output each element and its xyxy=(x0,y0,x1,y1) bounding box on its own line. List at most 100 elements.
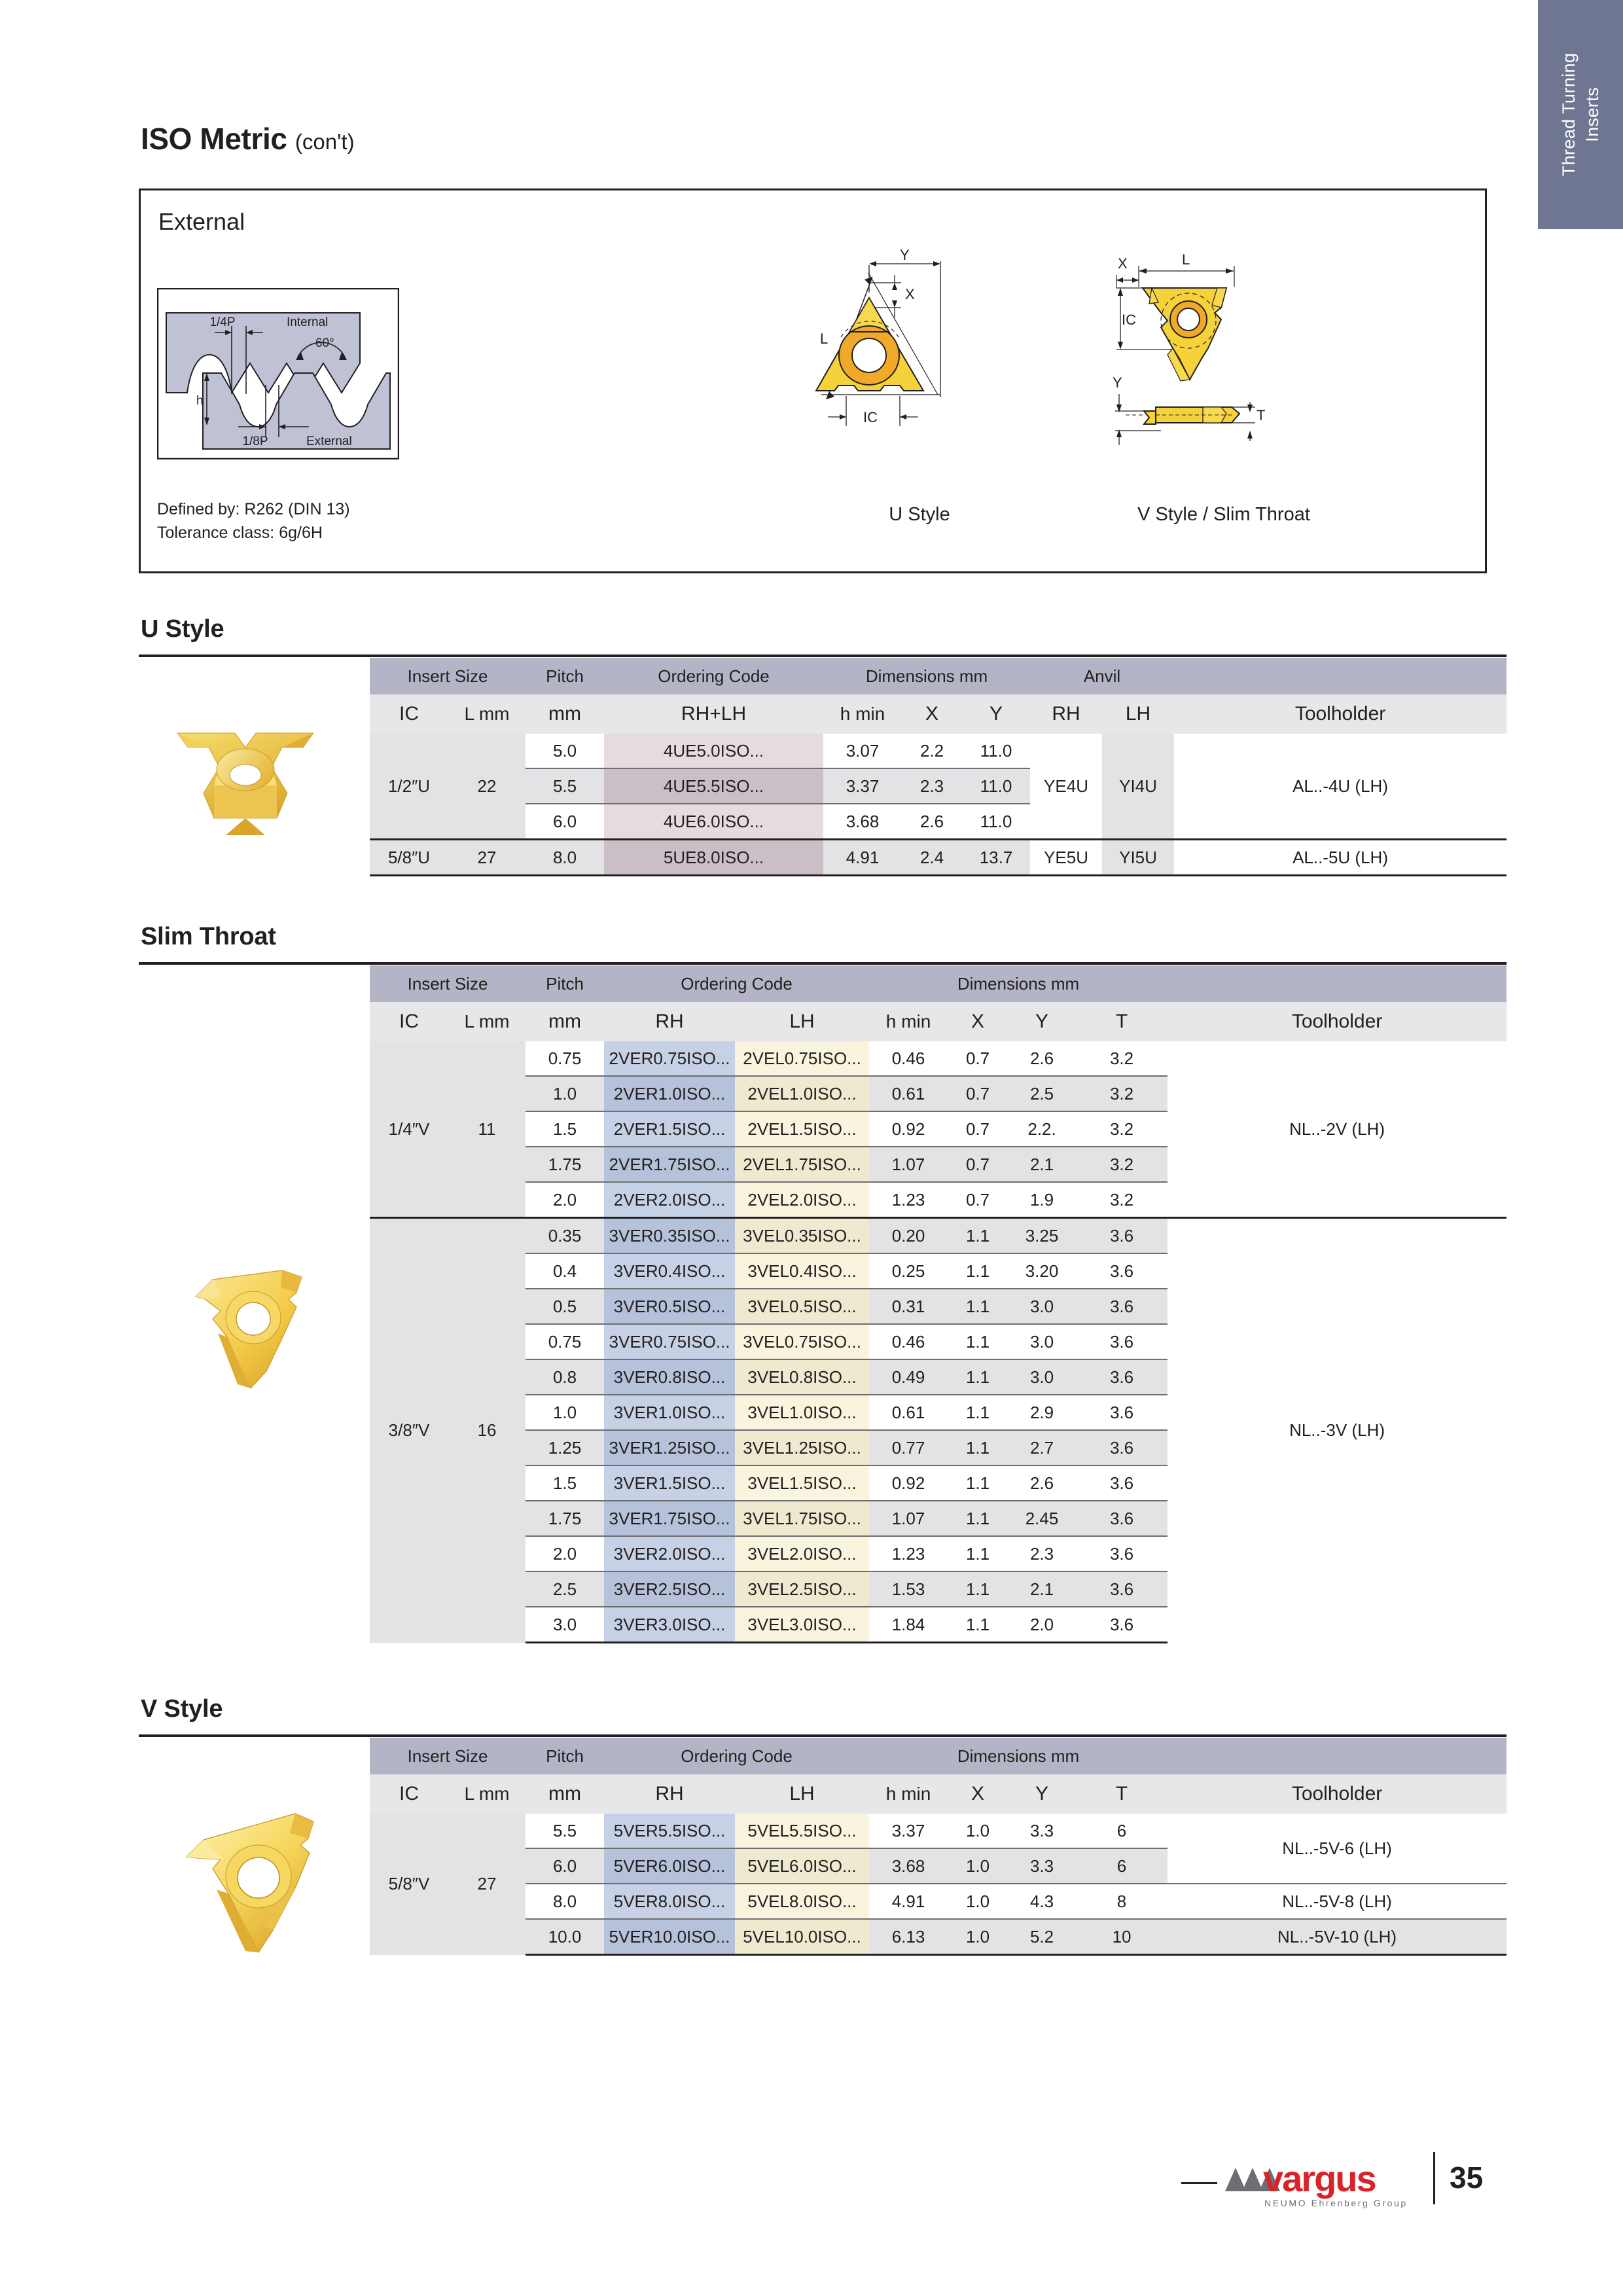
slim-col-mm: mm xyxy=(526,1002,605,1041)
slim-g1-h-9: 1.23 xyxy=(869,1535,948,1571)
slim-g1-y-8: 2.45 xyxy=(1008,1500,1077,1536)
slim-g1-pitch-6: 1.25 xyxy=(526,1429,605,1465)
slim-g0-ic: 1/4″V xyxy=(370,1041,448,1218)
slim-group-insert-size: Insert Size xyxy=(370,965,526,1002)
vargus-tagline: NEUMO Ehrenberg Group xyxy=(1264,2198,1408,2208)
slim-table-column-header-row: IC L mm mm RH LH h min X Y T Toolholder xyxy=(370,1002,1507,1041)
table-row: 2.0 3VER2.0ISO... 3VEL2.0ISO... 1.23 1.1… xyxy=(370,1535,1507,1571)
slim-g1-ic: 3/8″V xyxy=(370,1217,448,1643)
v-col-y: Y xyxy=(1008,1774,1077,1814)
slim-g1-y-4: 3.0 xyxy=(1008,1359,1077,1395)
slim-col-l: L mm xyxy=(448,1002,526,1041)
u-group-pitch: Pitch xyxy=(526,658,605,694)
u-cell-code-0: 4UE5.0ISO... xyxy=(604,734,824,768)
v-col-lh: LH xyxy=(735,1774,870,1814)
v-cell-x-2: 1.0 xyxy=(948,1883,1008,1919)
slim-g1-lh-11: 3VEL3.0ISO... xyxy=(735,1606,870,1643)
v-table-column-header-row: IC L mm mm RH LH h min X Y T Toolholder xyxy=(370,1774,1507,1814)
v-cell-rh-0: 5VER5.5ISO... xyxy=(604,1814,736,1848)
slim-g1-t-3: 3.6 xyxy=(1076,1323,1168,1359)
u-style-figure-caption: U Style xyxy=(889,504,950,525)
slim-g1-toolholder: NL..-3V (LH) xyxy=(1168,1217,1507,1643)
slim-g0-rh-1: 2VER1.0ISO... xyxy=(604,1075,736,1111)
slim-g1-rh-6: 3VER1.25ISO... xyxy=(604,1429,736,1465)
u-cell-x-0: 2.2 xyxy=(919,740,944,761)
slim-g0-pitch-1: 1.0 xyxy=(526,1075,605,1111)
slim-g0-y-1: 2.5 xyxy=(1008,1075,1077,1111)
slim-g0-y-2: 2.2. xyxy=(1008,1111,1077,1147)
slim-g0-y-4: 1.9 xyxy=(1008,1181,1077,1218)
label-60-degree: 60° xyxy=(315,336,334,350)
v-group-blank xyxy=(1168,1738,1507,1774)
table-row: 2.5 3VER2.5ISO... 3VEL2.5ISO... 1.53 1.1… xyxy=(370,1571,1507,1607)
u-group-ordering-code: Ordering Code xyxy=(604,658,824,694)
v-cell-t-0: 6 xyxy=(1116,1820,1127,1840)
v-cell-lh-2: 5VEL8.0ISO... xyxy=(735,1883,870,1919)
v-cell-y-2: 4.3 xyxy=(1008,1883,1077,1919)
u-style-dimension-drawing: L Y X IC xyxy=(815,247,941,426)
slim-g0-lh-3: 2VEL1.75ISO... xyxy=(735,1146,870,1182)
slim-g1-t-7: 3.6 xyxy=(1076,1465,1168,1501)
footer-rule xyxy=(1181,2182,1217,2184)
v-cell-h-0: 3.37 xyxy=(891,1820,925,1840)
u-cell-rh-0: YE4U xyxy=(1044,776,1088,796)
slim-g0-rh-3: 2VER1.75ISO... xyxy=(604,1146,736,1182)
u-col-rhlh: RH+LH xyxy=(604,694,824,734)
slim-g0-pitch-3: 1.75 xyxy=(526,1146,605,1182)
slim-g0-x-3: 0.7 xyxy=(948,1146,1008,1182)
table-row: 1.75 2VER1.75ISO... 2VEL1.75ISO... 1.07 … xyxy=(370,1146,1507,1182)
slim-table-group-header-row: Insert Size Pitch Ordering Code Dimensio… xyxy=(370,965,1507,1002)
v-cell-toolholder-0: NL..-5V-6 (LH) xyxy=(1282,1838,1392,1858)
u-cell-h-1: 3.37 xyxy=(823,768,902,804)
v-cell-pitch-1: 6.0 xyxy=(526,1848,605,1884)
table-row: 3/8″V 16 0.35 3VER0.35ISO... 3VEL0.35ISO… xyxy=(370,1217,1507,1643)
slim-g1-y-3: 3.0 xyxy=(1008,1323,1077,1359)
slim-g0-rh-2: 2VER1.5ISO... xyxy=(604,1111,736,1147)
slim-g1-y-10: 2.1 xyxy=(1008,1571,1077,1607)
u-group-blank xyxy=(1174,658,1507,694)
v-cell-lh-1: 5VEL6.0ISO... xyxy=(735,1848,870,1884)
table-row: 8.0 5VER8.0ISO... 5VEL8.0ISO... 4.91 1.0… xyxy=(370,1883,1507,1919)
footer-divider xyxy=(1433,2152,1435,2204)
u-style-table: Insert Size Pitch Ordering Code Dimensio… xyxy=(370,658,1507,876)
slim-g0-h-4: 1.23 xyxy=(869,1181,948,1218)
v-cell-pitch-2: 8.0 xyxy=(526,1883,605,1919)
v-cell-y-1: 3.3 xyxy=(1008,1848,1077,1884)
slim-g0-lh-2: 2VEL1.5ISO... xyxy=(735,1111,870,1147)
slim-g0-lh-1: 2VEL1.0ISO... xyxy=(735,1075,870,1111)
v-cell-pitch-3: 10.0 xyxy=(526,1918,605,1956)
slim-g1-x-3: 1.1 xyxy=(948,1323,1008,1359)
slim-g0-h-0: 0.46 xyxy=(891,1048,925,1068)
u-cell-toolholder-0: AL..-4U (LH) xyxy=(1293,776,1388,796)
label-X-v: X xyxy=(1118,255,1128,272)
u-col-rh: RH xyxy=(1030,694,1103,734)
label-internal: Internal xyxy=(287,315,328,329)
slim-g1-x-1: 1.1 xyxy=(948,1253,1008,1289)
slim-g1-h-0: 0.20 xyxy=(869,1217,948,1253)
slim-g1-x-5: 1.1 xyxy=(948,1394,1008,1430)
v-cell-y-3: 5.2 xyxy=(1008,1918,1077,1956)
u-cell-code-1: 4UE5.5ISO... xyxy=(604,768,824,804)
slim-col-t: T xyxy=(1076,1002,1168,1041)
slim-g1-y-1: 3.20 xyxy=(1008,1253,1077,1289)
u-style-insert-photo xyxy=(177,732,314,835)
slim-g1-t-1: 3.6 xyxy=(1076,1253,1168,1289)
slim-g1-rh-2: 3VER0.5ISO... xyxy=(604,1288,736,1324)
slim-g1-pitch-2: 0.5 xyxy=(526,1288,605,1324)
slim-g1-x-8: 1.1 xyxy=(948,1500,1008,1536)
slim-g1-lh-10: 3VEL2.5ISO... xyxy=(735,1571,870,1607)
tolerance-class-text: Tolerance class: 6g/6H xyxy=(157,524,323,543)
v-cell-pitch-0: 5.5 xyxy=(552,1820,577,1840)
slim-group-ordering-code: Ordering Code xyxy=(604,965,870,1002)
v-cell-rh-1: 5VER6.0ISO... xyxy=(604,1848,736,1884)
slim-g0-t-0: 3.2 xyxy=(1109,1048,1134,1068)
v-cell-t-3: 10 xyxy=(1076,1918,1168,1956)
slim-g1-lh-1: 3VEL0.4ISO... xyxy=(735,1253,870,1289)
u-cell-pitch-3: 8.0 xyxy=(526,838,605,876)
slim-g1-y-7: 2.6 xyxy=(1008,1465,1077,1501)
page-title-suffix: (con't) xyxy=(294,130,355,154)
slim-g1-rh-1: 3VER0.4ISO... xyxy=(604,1253,736,1289)
v-cell-lh-0: 5VEL5.5ISO... xyxy=(735,1814,870,1848)
slim-g0-lh-4: 2VEL2.0ISO... xyxy=(735,1181,870,1218)
section-tab-line2: Inserts xyxy=(1582,87,1602,142)
